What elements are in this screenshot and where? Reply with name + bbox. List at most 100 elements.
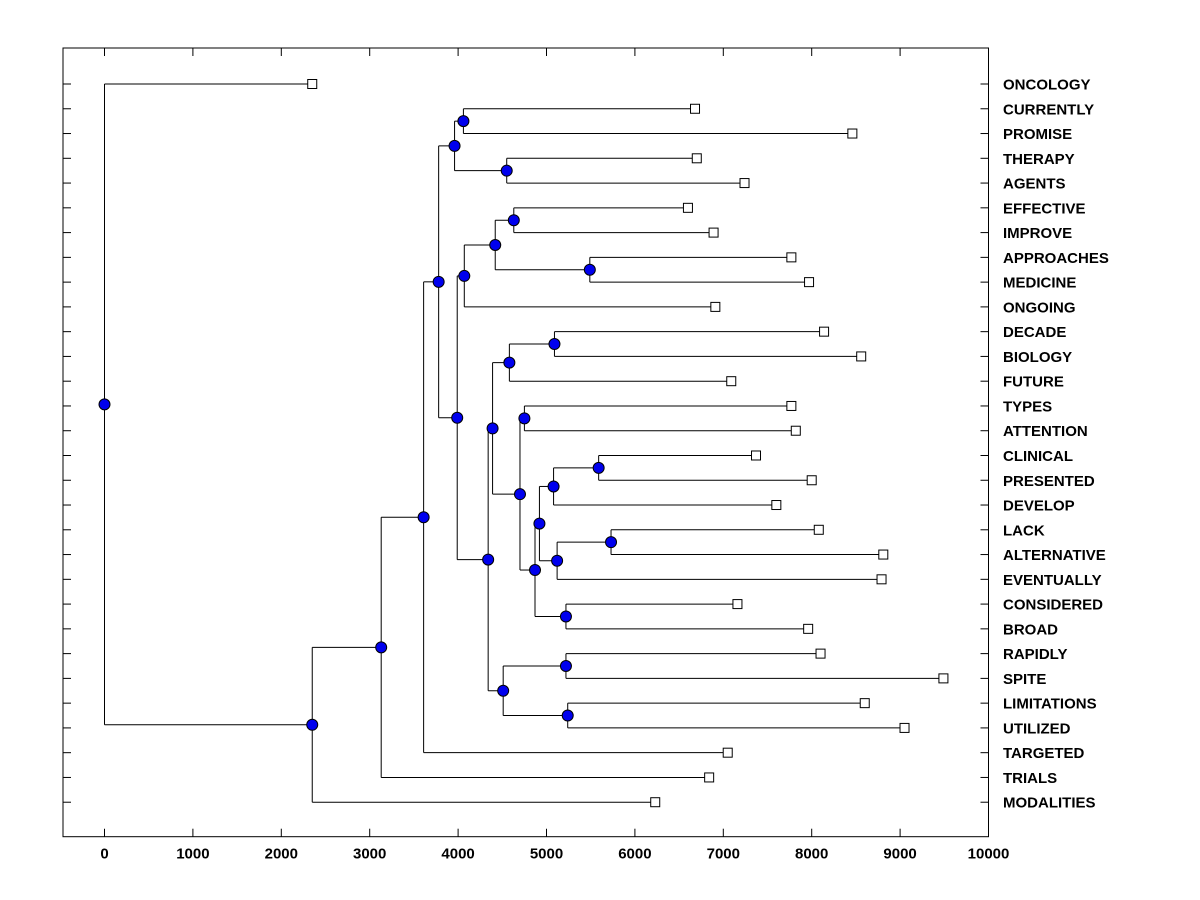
leaf-marker-MODALITIES: [650, 797, 661, 808]
leaf-marker-PROMISE: [847, 128, 858, 139]
leaf-label-ALTERNATIVE: ALTERNATIVE: [1003, 547, 1106, 564]
internal-node-marker-n1: [457, 115, 470, 128]
leaf-marker-EVENTUALLY: [876, 574, 887, 585]
leaf-label-ONGOING: ONGOING: [1003, 299, 1076, 316]
x-tick-label-9000: 9000: [883, 846, 916, 863]
internal-node-marker-n10: [518, 412, 531, 425]
leaf-marker-THERAPY: [691, 153, 702, 164]
leaf-marker-ATTENTION: [790, 425, 801, 436]
internal-node-marker-n19: [486, 422, 499, 435]
axes-box: [62, 47, 989, 838]
internal-node-marker-n6: [489, 238, 502, 251]
x-tick-label-10000: 10000: [968, 846, 1010, 863]
leaf-marker-LIMITATIONS: [859, 698, 870, 709]
internal-node-marker-n18: [513, 488, 526, 501]
leaf-marker-BIOLOGY: [856, 351, 867, 362]
leaf-label-DECADE: DECADE: [1003, 324, 1066, 341]
leaf-marker-ONCOLOGY: [307, 79, 318, 89]
leaf-label-PRESENTED: PRESENTED: [1003, 473, 1095, 490]
leaf-marker-IMPROVE: [708, 227, 719, 238]
leaf-label-TRIALS: TRIALS: [1003, 770, 1057, 787]
leaf-marker-AGENTS: [739, 178, 750, 189]
leaf-marker-BROAD: [803, 623, 814, 634]
leaf-label-SPITE: SPITE: [1003, 671, 1046, 688]
leaf-label-THERAPY: THERAPY: [1003, 151, 1075, 168]
x-tick-label-2000: 2000: [265, 846, 298, 863]
leaf-marker-UTILIZED: [899, 722, 910, 733]
leaf-marker-EFFECTIVE: [682, 202, 693, 213]
internal-node-marker-n23: [482, 553, 495, 566]
internal-node-marker-n3: [448, 139, 461, 152]
internal-node-marker-n26: [417, 511, 430, 524]
internal-node-marker-n2: [500, 164, 513, 177]
internal-node-marker-n15: [533, 517, 546, 530]
leaf-label-MODALITIES: MODALITIES: [1003, 795, 1096, 812]
leaf-marker-APPROACHES: [786, 252, 797, 263]
internal-node-marker-n27: [375, 641, 388, 654]
leaf-marker-CONSIDERED: [732, 599, 743, 610]
internal-node-marker-n28: [306, 718, 319, 731]
leaf-label-TARGETED: TARGETED: [1003, 745, 1085, 762]
leaf-label-UTILIZED: UTILIZED: [1003, 720, 1071, 737]
leaf-label-CLINICAL: CLINICAL: [1003, 448, 1073, 465]
leaf-label-ATTENTION: ATTENTION: [1003, 423, 1088, 440]
leaf-label-TYPES: TYPES: [1003, 398, 1052, 415]
leaf-marker-ONGOING: [710, 301, 721, 312]
internal-node-marker-n11: [592, 461, 605, 474]
leaf-label-APPROACHES: APPROACHES: [1003, 250, 1109, 267]
leaf-marker-FUTURE: [726, 376, 737, 387]
leaf-marker-MEDICINE: [804, 277, 815, 288]
leaf-label-MEDICINE: MEDICINE: [1003, 275, 1076, 292]
leaf-label-CURRENTLY: CURRENTLY: [1003, 101, 1094, 118]
x-tick-label-3000: 3000: [353, 846, 386, 863]
internal-node-marker-n22: [497, 684, 510, 697]
internal-node-marker-n25: [432, 275, 445, 288]
leaf-marker-PRESENTED: [806, 475, 817, 486]
leaf-marker-TARGETED: [722, 747, 733, 758]
leaf-label-IMPROVE: IMPROVE: [1003, 225, 1072, 242]
leaf-label-LIMITATIONS: LIMITATIONS: [1003, 696, 1097, 713]
x-tick-label-7000: 7000: [707, 846, 740, 863]
internal-node-marker-n17: [529, 564, 542, 577]
leaf-label-DEVELOP: DEVELOP: [1003, 498, 1075, 515]
leaf-label-BIOLOGY: BIOLOGY: [1003, 349, 1072, 366]
leaf-label-BROAD: BROAD: [1003, 621, 1058, 638]
internal-node-marker-n8: [548, 338, 561, 351]
leaf-marker-LACK: [813, 524, 824, 535]
leaf-label-PROMISE: PROMISE: [1003, 126, 1072, 143]
internal-node-marker-n29: [98, 398, 111, 411]
internal-node-marker-n16: [559, 610, 572, 623]
internal-node-marker-n7: [458, 269, 471, 282]
internal-node-marker-n21: [561, 709, 574, 722]
x-tick-label-4000: 4000: [441, 846, 474, 863]
leaf-marker-TYPES: [786, 400, 797, 411]
leaf-label-AGENTS: AGENTS: [1003, 176, 1066, 193]
internal-node-marker-n12: [547, 480, 560, 493]
leaf-label-FUTURE: FUTURE: [1003, 374, 1064, 391]
leaf-label-ONCOLOGY: ONCOLOGY: [1003, 77, 1091, 94]
internal-node-marker-n14: [551, 554, 564, 567]
leaf-marker-CURRENTLY: [690, 103, 701, 114]
x-tick-label-6000: 6000: [618, 846, 651, 863]
leaf-marker-RAPIDLY: [815, 648, 826, 659]
x-tick-label-0: 0: [100, 846, 108, 863]
internal-node-marker-n4: [507, 214, 520, 227]
x-tick-label-1000: 1000: [176, 846, 209, 863]
internal-node-marker-n20: [559, 660, 572, 673]
leaf-marker-SPITE: [938, 673, 949, 684]
leaf-label-CONSIDERED: CONSIDERED: [1003, 597, 1103, 614]
leaf-label-EFFECTIVE: EFFECTIVE: [1003, 200, 1086, 217]
leaf-label-LACK: LACK: [1003, 522, 1045, 539]
leaf-marker-ALTERNATIVE: [878, 549, 889, 560]
internal-node-marker-n9: [503, 356, 516, 369]
x-tick-label-8000: 8000: [795, 846, 828, 863]
internal-node-marker-n13: [605, 536, 618, 549]
internal-node-marker-n24: [451, 411, 464, 424]
leaf-label-EVENTUALLY: EVENTUALLY: [1003, 572, 1102, 589]
x-tick-label-5000: 5000: [530, 846, 563, 863]
leaf-marker-DECADE: [819, 326, 830, 337]
leaf-label-RAPIDLY: RAPIDLY: [1003, 646, 1067, 663]
leaf-marker-CLINICAL: [751, 450, 762, 461]
